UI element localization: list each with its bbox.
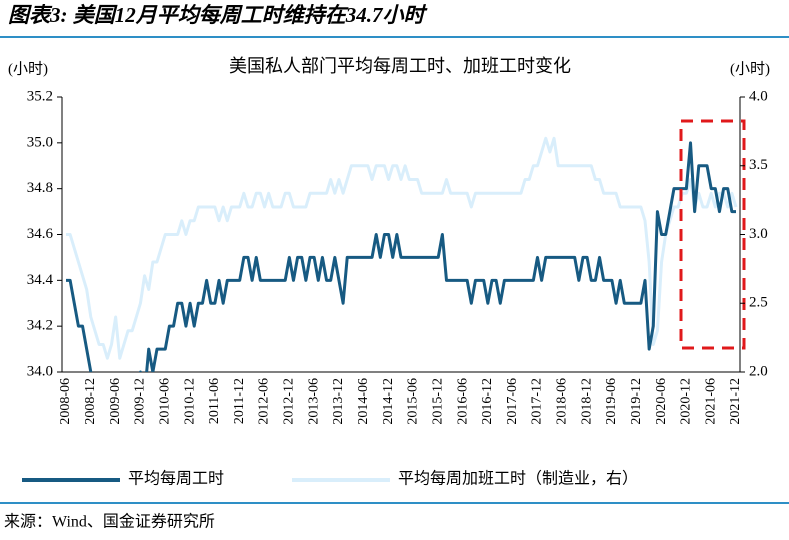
series-line (66, 136, 738, 360)
x-tick-label: 2015-12 (430, 378, 445, 425)
x-tick-label: 2015-06 (406, 378, 421, 425)
x-tick-label: 2013-06 (306, 378, 321, 425)
x-tick-label: 2020-12 (679, 378, 694, 425)
x-tick-label: 2013-12 (331, 378, 346, 425)
y-tick-label: 34.0 (27, 363, 53, 379)
plot-lines (66, 136, 738, 372)
x-tick-label: 2014-12 (381, 378, 396, 425)
x-tick-label: 2019-12 (629, 378, 644, 425)
y2-tick-label: 3.5 (749, 157, 768, 173)
x-tick-label: 2017-06 (505, 378, 520, 425)
x-tick-label: 2010-06 (157, 378, 172, 425)
chart-subtitle: 美国私人部门平均每周工时、加班工时变化 (229, 56, 571, 76)
x-tick-label: 2008-06 (58, 378, 73, 425)
y2-unit: (小时) (730, 60, 770, 77)
x-tick-label: 2011-12 (232, 378, 247, 424)
x-tick-label: 2011-06 (207, 378, 222, 424)
series-line (66, 141, 736, 372)
x-tick-label: 2016-12 (480, 378, 495, 425)
y-tick-label: 34.8 (27, 180, 53, 196)
x-tick-label: 2020-06 (654, 378, 669, 425)
x-tick-label: 2018-06 (555, 378, 570, 425)
legend-label: 平均每周工时 (128, 470, 224, 488)
x-tick-label: 2009-06 (108, 378, 123, 425)
x-tick-label: 2021-12 (728, 378, 743, 425)
x-tick-label: 2014-06 (356, 378, 371, 425)
x-tick-label: 2012-06 (257, 378, 272, 425)
y2-tick-label: 4.0 (749, 88, 768, 104)
chart-title: 图表3: 美国12月平均每周工时维持在34.7小时 (8, 3, 428, 27)
x-tick-label: 2016-06 (455, 378, 470, 425)
x-tick-label: 2021-06 (703, 378, 718, 425)
y-tick-label: 34.4 (27, 272, 54, 288)
x-tick-label: 2010-12 (182, 378, 197, 425)
y2-tick-label: 3.0 (749, 226, 768, 242)
x-tick-label: 2012-12 (282, 378, 297, 425)
y-tick-label: 34.2 (27, 318, 53, 334)
x-tick-label: 2008-12 (83, 378, 98, 425)
legend-label: 平均每周加班工时（制造业，右） (398, 470, 638, 488)
y-unit: (小时) (8, 60, 48, 77)
x-tick-label: 2019-06 (604, 378, 619, 425)
x-tick-label: 2018-12 (579, 378, 594, 425)
x-tick-label: 2009-12 (133, 378, 148, 425)
y2-tick-label: 2.5 (749, 295, 768, 311)
source: 来源：Wind、国金证券研究所 (4, 513, 215, 531)
y-tick-label: 35.2 (27, 88, 53, 104)
y2-tick-label: 2.0 (749, 363, 768, 379)
y-tick-label: 34.6 (27, 226, 54, 242)
highlight-box (679, 119, 746, 350)
x-tick-label: 2017-12 (530, 378, 545, 425)
y-tick-label: 35.0 (27, 134, 53, 150)
